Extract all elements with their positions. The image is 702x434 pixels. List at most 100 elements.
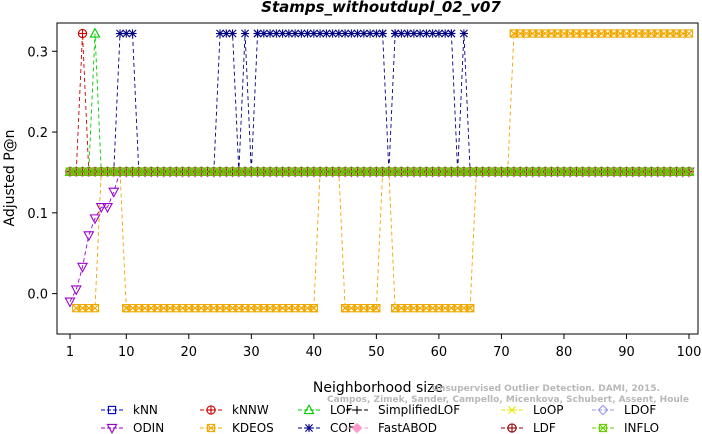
data-point — [309, 304, 318, 313]
y-axis-label: Adjusted P@n — [2, 129, 18, 226]
series-line-knnw — [70, 33, 90, 173]
data-point — [341, 29, 350, 38]
legend-label: ODIN — [133, 421, 164, 434]
legend-marker — [598, 423, 608, 433]
x-tick-label: 30 — [243, 345, 260, 360]
plot-frame — [56, 22, 699, 335]
data-point — [89, 214, 101, 225]
legend-item-inflo: INFLO — [592, 421, 659, 434]
data-point — [90, 304, 100, 313]
data-point — [372, 29, 381, 38]
data-point — [447, 29, 456, 38]
legend-marker — [597, 404, 609, 416]
legend-item-knn: kNN — [101, 403, 158, 417]
data-point — [459, 29, 469, 38]
x-tick-label: 80 — [556, 345, 573, 360]
legend-marker — [107, 405, 117, 415]
data-point — [108, 187, 120, 198]
legend-item-knnw: kNNW — [200, 403, 269, 417]
series-line-cof — [213, 33, 259, 172]
legend-label: COF — [330, 421, 355, 434]
x-tick-label: 90 — [618, 345, 635, 360]
legend-label: LoOP — [533, 403, 564, 417]
x-tick-label: 100 — [677, 345, 702, 360]
data-point — [378, 29, 387, 38]
y-tick-label: 0.1 — [27, 207, 48, 222]
legend-marker — [106, 423, 118, 434]
legend-marker — [352, 405, 362, 415]
data-point — [228, 29, 237, 38]
x-axis: 1 10 20 30 40 50 60 70 80 90 100 — [66, 334, 702, 360]
x-tick-label: 50 — [368, 345, 385, 360]
data-point — [95, 203, 107, 214]
data-point — [322, 29, 331, 38]
data-point — [466, 304, 475, 313]
series-line-kdeos — [375, 171, 396, 309]
legend-label: LOF — [330, 403, 353, 417]
series-line-cof — [450, 33, 471, 172]
series-line-kdeos — [313, 171, 346, 309]
data-point — [372, 304, 381, 313]
legend-item-simplifiedlof: SimplifiedLOF — [346, 403, 460, 417]
data-point — [115, 29, 125, 38]
legend-marker — [508, 406, 516, 414]
legend-label: kNNW — [232, 403, 269, 417]
data-point — [684, 167, 694, 176]
legend-marker — [206, 405, 216, 415]
y-tick-label: 0.3 — [27, 45, 48, 60]
series-line-cof — [70, 33, 146, 173]
data-point — [89, 27, 101, 38]
legend-item-ldf: LDF — [501, 421, 556, 434]
x-tick-label: 1 — [66, 345, 74, 360]
data-point — [403, 29, 412, 38]
legend-item-ldof: LDOF — [592, 403, 656, 417]
data-point — [278, 29, 287, 38]
watermark-line-1: Unsupervised Outlier Detection. DAMI, 20… — [432, 384, 660, 394]
x-tick-label: 70 — [493, 345, 510, 360]
legend-item-lof: LOF — [298, 403, 353, 417]
legend-label: KDEOS — [232, 421, 274, 434]
legend: kNN kNNW LOF SimplifiedLOF LoOP LDOF ODIN KDEOS… — [101, 403, 659, 434]
watermark-line-2: Campos, Zimek, Sander, Campello, Micenko… — [327, 395, 689, 405]
data-point — [122, 29, 131, 38]
legend-item-odin: ODIN — [101, 421, 164, 434]
data-point — [77, 28, 88, 39]
x-tick-label: 40 — [306, 345, 323, 360]
legend-label: kNN — [133, 403, 158, 417]
series-line-odin — [69, 171, 121, 302]
y-axis: 0.0 0.1 0.2 0.3 — [27, 45, 57, 303]
data-point — [240, 29, 250, 38]
data-point — [297, 29, 306, 38]
legend-marker — [304, 423, 314, 433]
x-axis-label: Neighborhood size — [313, 380, 443, 396]
series-cof — [65, 29, 694, 176]
data-point — [101, 203, 114, 214]
x-tick-label: 20 — [181, 345, 198, 360]
data-point — [83, 231, 95, 242]
data-point — [76, 262, 89, 273]
legend-label: LDF — [533, 421, 556, 434]
series-line-cof — [382, 33, 396, 172]
legend-label: SimplifiedLOF — [378, 403, 460, 417]
data-point — [64, 297, 76, 308]
legend-item-cof: COF — [298, 421, 355, 434]
data-point — [684, 29, 694, 38]
legend-item-fastabod: FastABOD — [346, 421, 437, 434]
legend-marker — [206, 423, 216, 433]
x-tick-label: 60 — [431, 345, 448, 360]
legend-marker — [351, 422, 363, 434]
legend-item-kdeos: KDEOS — [200, 421, 274, 434]
series-inflo — [65, 167, 694, 176]
y-tick-label: 0.0 — [27, 288, 48, 303]
data-point — [70, 285, 82, 296]
series-lof — [64, 27, 695, 176]
x-tick-label: 10 — [118, 345, 135, 360]
legend-label: LDOF — [624, 403, 656, 417]
data-point — [441, 29, 450, 38]
data-point — [428, 29, 437, 38]
legend-label: INFLO — [624, 421, 659, 434]
data-point — [265, 29, 275, 38]
data-point — [128, 29, 137, 38]
chart-title: Stamps_withoutdupl_02_v07 — [261, 0, 501, 16]
